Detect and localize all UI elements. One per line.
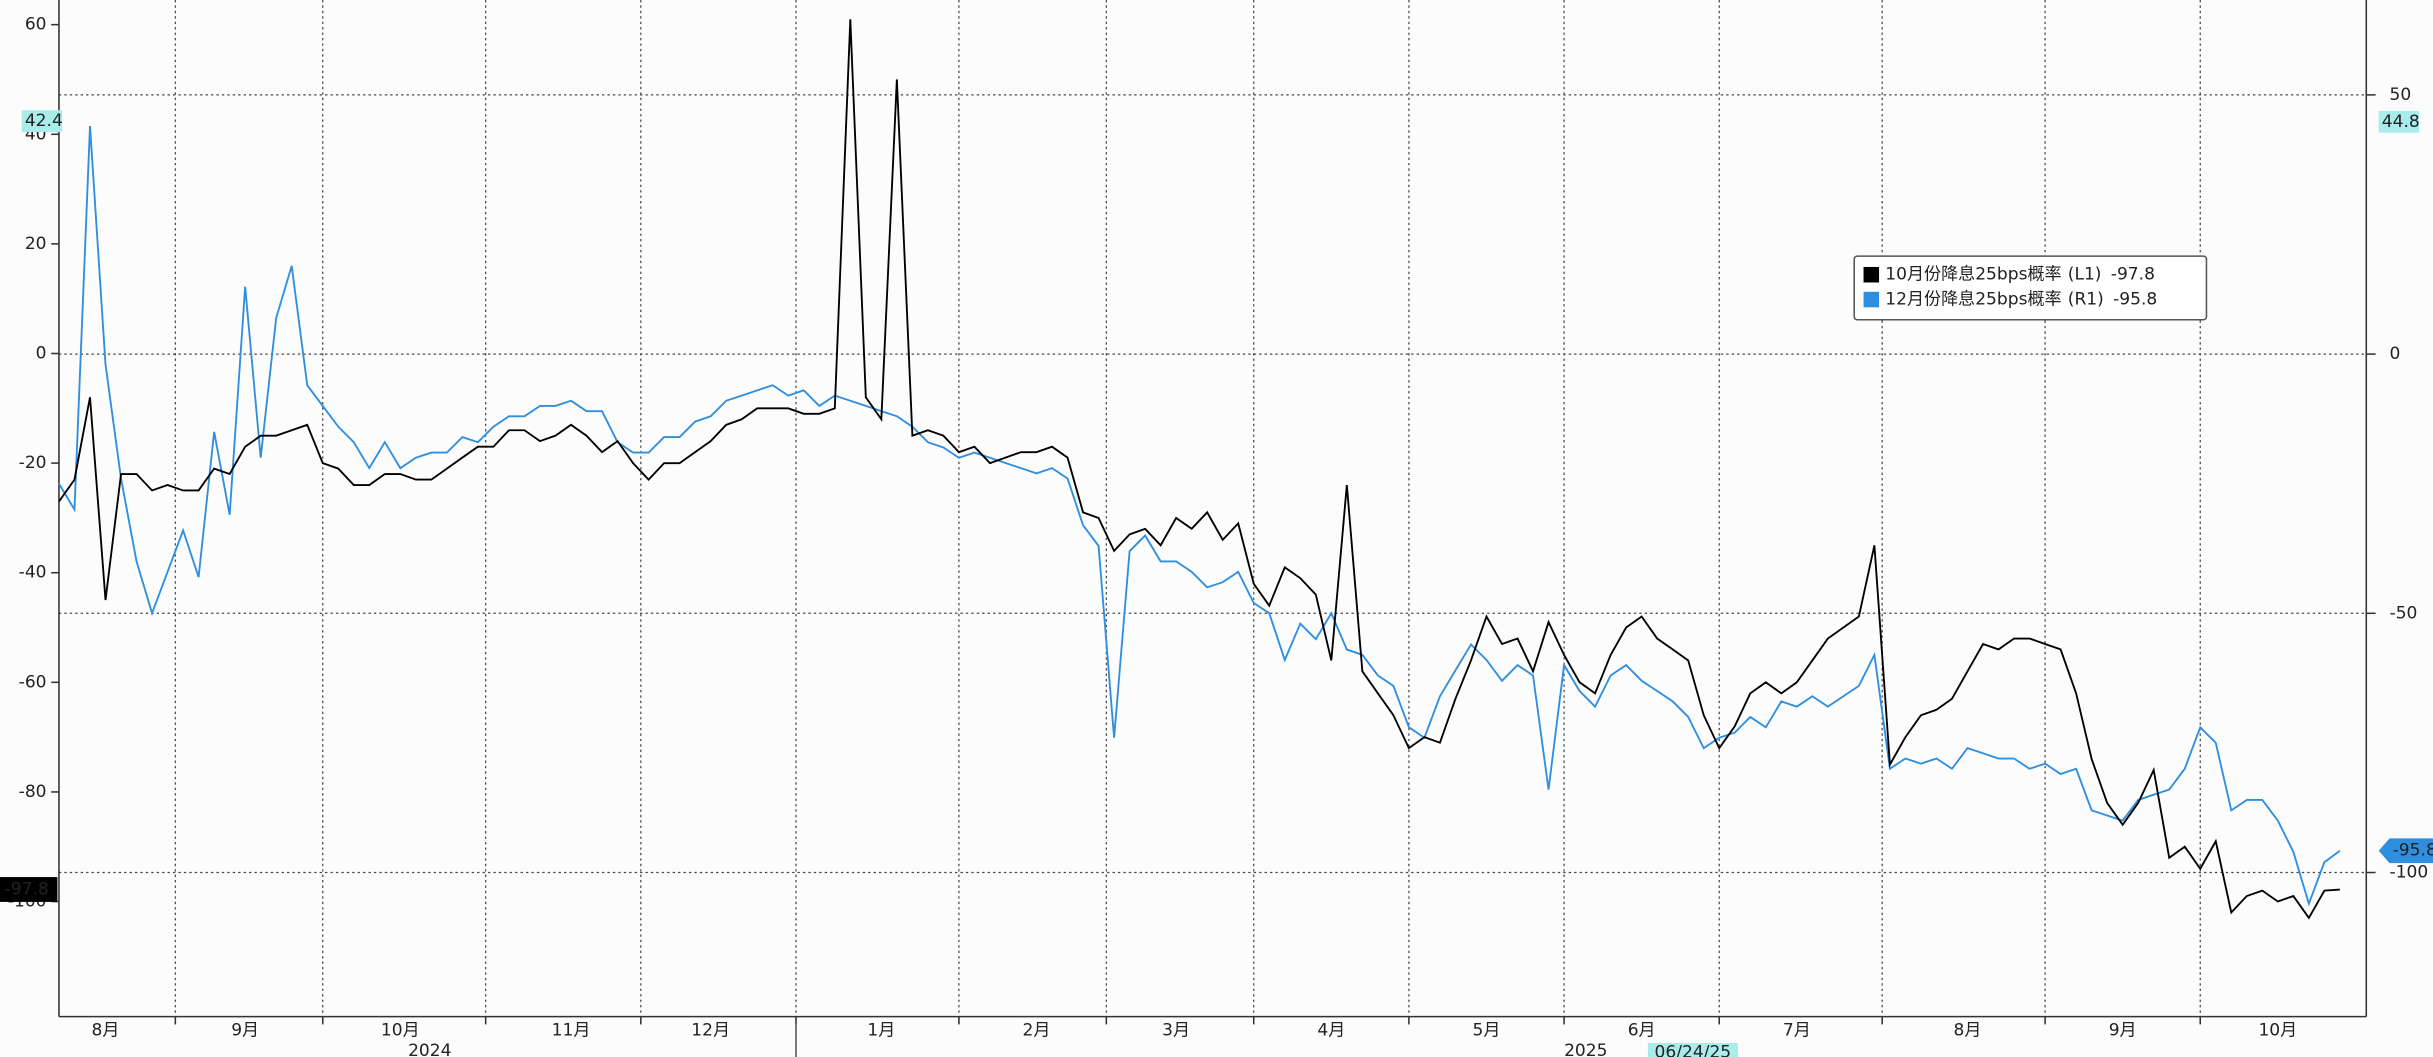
legend-box — [1853, 255, 2208, 321]
y-tick-label: -20 — [19, 453, 47, 473]
x-tick-label: 8月 — [92, 1021, 120, 1041]
y-tick-label: -40 — [19, 563, 47, 583]
legend-name: 10月份降息25bps概率 — [1885, 265, 2061, 285]
last-value-flag — [2378, 838, 2433, 864]
x-tick-label: 6月 — [1628, 1021, 1656, 1041]
y-tick-label: 0 — [36, 343, 47, 363]
legend-axis: (L1) — [2068, 265, 2102, 285]
legend-label: 12月份降息25bps概率 (R1) -95.8 — [1885, 290, 2157, 310]
cursor-value: 42.4 — [25, 111, 63, 131]
y-tick-label: -60 — [19, 672, 47, 692]
cursor-date-box — [1647, 1043, 1738, 1057]
x-tick-label: 3月 — [1162, 1021, 1190, 1041]
x-tick-label: 2月 — [1023, 1021, 1051, 1041]
y2-tick-label: -100 — [2390, 863, 2429, 883]
y2-tick-label: -50 — [2390, 603, 2418, 623]
legend-swatch — [1863, 266, 1880, 283]
legend: 10月份降息25bps概率 (L1) -97.8 12月份降息25bps概率 (R1) -… — [1853, 255, 2208, 321]
last-value-label: -97.8 — [5, 879, 49, 899]
year-label: 2024 — [408, 1041, 451, 1057]
x-tick-label: 9月 — [231, 1021, 259, 1041]
last-value-label: -95.8 — [2393, 841, 2433, 861]
x-tick-label: 10月 — [381, 1021, 420, 1041]
x-tick-label: 5月 — [1473, 1021, 1501, 1041]
cursor-value: 44.8 — [2382, 112, 2420, 132]
y2-tick-label: 50 — [2390, 85, 2412, 105]
x-tick-label: 4月 — [1317, 1021, 1345, 1041]
y-tick-label: -80 — [19, 782, 47, 802]
legend-swatch — [1863, 291, 1880, 308]
last-value-flag — [0, 877, 58, 902]
cursor-value-box — [2378, 110, 2420, 133]
x-tick-label: 8月 — [1954, 1021, 1982, 1041]
cursor-date: 06/24/25 — [1655, 1042, 1732, 1057]
legend-label: 10月份降息25bps概率 (L1) -97.8 — [1885, 265, 2155, 285]
y-tick-label: 60 — [25, 15, 47, 35]
x-tick-label: 1月 — [867, 1021, 895, 1041]
x-tick-label: 11月 — [552, 1021, 591, 1041]
legend-name: 12月份降息25bps概率 — [1885, 290, 2061, 310]
y-tick-label: 20 — [25, 234, 47, 254]
series-line — [58, 19, 2340, 920]
legend-axis: (R1) — [2068, 290, 2104, 310]
series-line — [58, 125, 2341, 907]
y2-tick-label: 0 — [2390, 344, 2401, 364]
cursor-value-box — [21, 110, 63, 132]
legend-last: -95.8 — [2113, 290, 2157, 310]
x-tick-label: 7月 — [1783, 1021, 1811, 1041]
x-tick-label: 10月 — [2258, 1021, 2297, 1041]
year-label: 2025 — [1564, 1041, 1607, 1057]
x-tick-label: 9月 — [2109, 1021, 2137, 1041]
legend-last: -97.8 — [2111, 265, 2155, 285]
x-tick-label: 12月 — [691, 1021, 730, 1041]
